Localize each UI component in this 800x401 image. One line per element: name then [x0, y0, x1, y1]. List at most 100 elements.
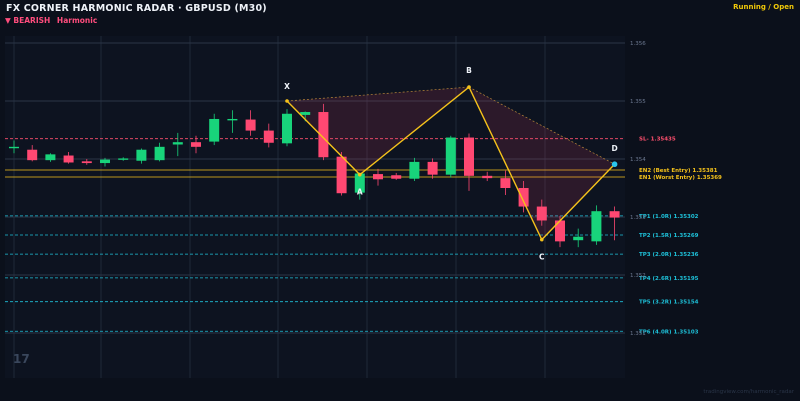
candle — [191, 135, 201, 154]
candle-body — [300, 112, 311, 115]
price-tick-label: 1.351 — [630, 331, 646, 337]
candle-body — [336, 156, 347, 194]
plot-area — [5, 36, 625, 378]
tradingview-logo: 17 — [13, 352, 30, 366]
candlesticks — [9, 103, 620, 248]
candle — [27, 145, 38, 162]
point-b-marker — [467, 85, 471, 89]
candle — [373, 168, 383, 186]
xb-line — [286, 86, 470, 102]
en1-label: EN1 (Worst Entry) 1.35369 — [639, 175, 722, 181]
candle-body — [354, 173, 365, 193]
tp4-label: TP4 (2.6R) 1.35195 — [639, 276, 699, 282]
point-d-marker — [611, 161, 618, 168]
candle-body — [591, 211, 602, 242]
point-x-marker — [285, 99, 289, 103]
candle — [573, 228, 584, 248]
price-tick-label: 1.352 — [630, 273, 646, 279]
signal-type: Harmonic — [56, 16, 98, 25]
candle — [482, 171, 493, 182]
candle-body — [227, 118, 238, 121]
candle — [500, 170, 511, 195]
candle — [409, 157, 420, 182]
point-d-label: D — [611, 144, 617, 153]
signal-direction: BEARISH — [13, 16, 51, 25]
candle-body — [318, 112, 329, 158]
point-a-label: A — [357, 188, 363, 197]
candle — [172, 132, 183, 157]
price-axis: 1.356 1.355 1.354 1.353 1.352 1.351 — [630, 41, 646, 337]
sl-label: SL- 1.35435 — [639, 137, 676, 143]
candle — [227, 110, 238, 133]
candle — [9, 140, 19, 154]
horizontal-grid — [5, 42, 625, 334]
candle — [591, 205, 602, 245]
tp6-label: TP6 (4.0R) 1.35103 — [639, 329, 699, 335]
candle-body — [45, 154, 56, 161]
candle-body — [136, 149, 147, 161]
candle-body — [482, 175, 493, 179]
candle-body — [191, 142, 201, 147]
candle-body — [464, 137, 474, 176]
price-tick-label: 1.356 — [630, 41, 646, 47]
point-c-label: C — [539, 253, 545, 262]
candle — [263, 123, 274, 148]
candle — [209, 113, 220, 146]
candle-body — [118, 158, 129, 160]
signal-badge: ▼ BEARISH Harmonic — [5, 16, 97, 25]
candle-body — [555, 220, 565, 242]
candle-body — [263, 130, 274, 143]
candle — [282, 109, 292, 147]
candle-body — [245, 119, 256, 131]
candle — [136, 148, 147, 164]
candle — [336, 152, 347, 196]
tp5-label: TP5 (3.2R) 1.35154 — [639, 300, 699, 306]
candle — [354, 172, 365, 200]
candle — [245, 110, 256, 136]
status-label: Running / Open — [733, 3, 794, 11]
candle-body — [573, 236, 584, 241]
candle-body — [518, 188, 529, 207]
candle — [100, 157, 110, 167]
candle-body — [609, 211, 620, 218]
point-x-label: X — [284, 82, 290, 91]
candle-body — [536, 206, 547, 221]
candle — [445, 135, 456, 178]
candle — [536, 199, 547, 226]
candle — [318, 103, 329, 161]
candle — [63, 152, 74, 164]
bearish-arrow-icon: ▼ — [5, 16, 11, 25]
price-tick-label: 1.354 — [630, 157, 646, 163]
candle-body — [391, 175, 402, 179]
xab-triangle — [287, 87, 469, 175]
candle-body — [154, 146, 165, 161]
candle-body — [500, 178, 511, 188]
candle-body — [282, 113, 292, 144]
point-b-label: B — [466, 66, 472, 75]
point-c-marker — [540, 237, 544, 242]
price-tick-label: 1.355 — [630, 99, 646, 105]
candle — [391, 172, 402, 180]
candle — [518, 181, 529, 213]
candle-body — [209, 118, 220, 142]
tp2-label: TP2 (1.5R) 1.35269 — [639, 233, 699, 239]
candle-body — [81, 161, 92, 164]
candle — [81, 159, 92, 165]
bd-line — [468, 86, 615, 165]
candle-body — [172, 142, 183, 145]
tp3-label: TP3 (2.0R) 1.35236 — [639, 252, 699, 258]
candle-body — [9, 146, 19, 149]
watermark: tradingview.com/harmonic_radar — [703, 389, 794, 395]
candle-body — [445, 137, 456, 175]
candle — [464, 133, 474, 191]
candle-body — [409, 161, 420, 179]
candle-body — [27, 149, 38, 161]
candle — [45, 153, 56, 162]
candle-body — [373, 174, 383, 180]
point-a-marker — [358, 172, 362, 177]
candle — [609, 206, 620, 241]
candle — [118, 157, 129, 161]
